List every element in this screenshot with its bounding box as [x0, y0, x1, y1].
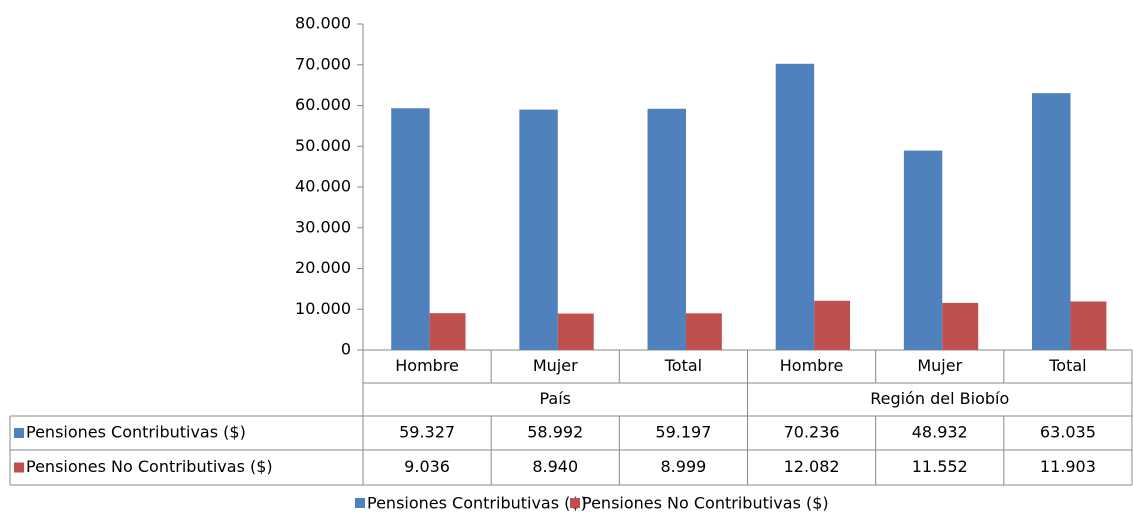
bar: [1032, 93, 1071, 350]
y-tick-label: 70.000: [295, 54, 351, 73]
x-tick-label: Mujer: [917, 356, 962, 375]
bar: [429, 313, 466, 350]
x-tick-label: Mujer: [533, 356, 578, 375]
table-value: 8.940: [532, 457, 578, 476]
y-tick-label: 80.000: [295, 14, 351, 33]
table-value: 48.932: [912, 423, 968, 442]
table-value: 11.552: [912, 457, 968, 476]
table-value: 11.903: [1040, 457, 1096, 476]
x-tick-label: Total: [664, 356, 702, 375]
legend-swatch: [570, 498, 580, 508]
y-tick-label: 60.000: [295, 95, 351, 114]
bar: [391, 108, 430, 350]
group-label: Región del Biobío: [870, 389, 1009, 408]
table-row-label: Pensiones No Contributivas ($): [26, 457, 273, 476]
bar: [557, 313, 594, 350]
bar: [942, 302, 979, 350]
group-label: País: [539, 389, 571, 408]
table-value: 9.036: [404, 457, 450, 476]
bar: [647, 108, 686, 351]
y-tick-label: 10.000: [295, 299, 351, 318]
table-value: 8.999: [661, 457, 707, 476]
y-tick-label: 20.000: [295, 258, 351, 277]
table-value: 59.327: [399, 423, 455, 442]
table-value: 58.992: [527, 423, 583, 442]
bar: [1070, 301, 1107, 350]
table-swatch: [14, 428, 24, 438]
bar: [685, 313, 722, 350]
table-value: 59.197: [655, 423, 711, 442]
table-swatch: [14, 462, 24, 473]
table-value: 63.035: [1040, 423, 1096, 442]
x-tick-label: Hombre: [780, 356, 844, 375]
x-tick-label: Hombre: [395, 356, 459, 375]
bar: [519, 109, 558, 350]
y-tick-label: 50.000: [295, 136, 351, 155]
table-row-label: Pensiones Contributivas ($): [26, 423, 246, 442]
bar: [814, 300, 851, 350]
table-value: 12.082: [784, 457, 840, 476]
y-tick-label: 40.000: [295, 177, 351, 196]
legend-label: Pensiones No Contributivas ($): [582, 494, 829, 513]
y-tick-label: 0: [341, 340, 351, 359]
legend-label: Pensiones Contributivas ($): [367, 494, 587, 513]
bar: [775, 63, 815, 350]
bar: [903, 150, 943, 350]
x-tick-label: Total: [1048, 356, 1086, 375]
y-tick-label: 30.000: [295, 217, 351, 236]
legend-swatch: [355, 498, 365, 508]
table-value: 70.236: [784, 423, 840, 442]
